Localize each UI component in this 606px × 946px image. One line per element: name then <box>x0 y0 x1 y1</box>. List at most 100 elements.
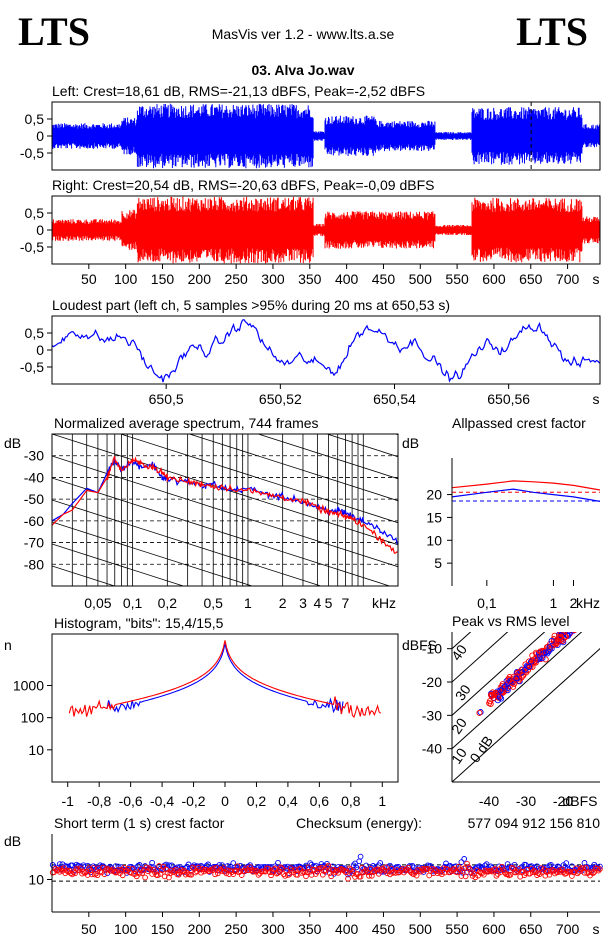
crest-point <box>539 869 546 875</box>
crest-point <box>366 872 372 879</box>
x-tick-label: 0,4 <box>278 793 298 809</box>
crest-point <box>585 869 592 876</box>
scatter-point <box>537 648 544 655</box>
crest-point <box>419 866 426 872</box>
crest-point <box>181 868 188 874</box>
x-tick-label: -0,2 <box>181 793 205 809</box>
crest-point <box>69 862 76 869</box>
slope-line <box>52 676 398 787</box>
scatter-point <box>520 672 527 679</box>
crest-point <box>154 872 161 879</box>
y-tick-label: 10 <box>28 742 44 758</box>
x-tick-label: 0 <box>221 793 229 809</box>
crest-point <box>62 870 69 877</box>
crest-point <box>531 867 538 874</box>
x-tick-label: 150 <box>151 271 175 287</box>
crest-point <box>324 864 330 871</box>
crest-point <box>346 865 353 872</box>
crest-point <box>468 869 475 876</box>
crest-point <box>417 868 424 875</box>
y-tick-label: 100 <box>21 710 45 726</box>
x-tick-label: 0,1 <box>477 595 497 611</box>
panel-title: Left: Crest=18,61 dB, RMS=-21,13 dBFS, P… <box>52 83 425 99</box>
y-tick-label: 10 <box>426 532 442 548</box>
x-tick-label: 250 <box>224 921 248 937</box>
x-tick-label: 400 <box>335 921 359 937</box>
histogram-panel: Histogram, "bits": 15,4/15,5n100010010-1… <box>4 615 399 809</box>
crest-point <box>413 872 420 879</box>
crest-point <box>581 869 588 876</box>
crest-point <box>416 867 423 874</box>
crest-point <box>472 874 479 881</box>
crest-point <box>546 871 553 878</box>
crest-point <box>368 872 375 879</box>
waveform-waveform_left: Left: Crest=18,61 dB, RMS=-21,13 dBFS, P… <box>20 83 601 171</box>
panel-title: Normalized average spectrum, 744 frames <box>54 415 319 431</box>
scatter-point <box>570 632 575 633</box>
crest-point <box>422 865 428 872</box>
scatter-point <box>551 632 558 639</box>
x-tick-label: 3 <box>299 595 307 611</box>
y-tick-label: 0,5 <box>25 111 45 127</box>
crest-point <box>447 869 454 876</box>
crest-point <box>138 866 144 872</box>
crest-point <box>298 870 305 876</box>
crest-point <box>357 873 364 880</box>
crest-point <box>223 870 230 877</box>
crest-point <box>135 862 141 869</box>
slope-line <box>52 565 116 586</box>
y-tick-label: -50 <box>24 491 44 507</box>
crest-point <box>485 868 491 875</box>
crest-line <box>452 632 583 750</box>
crest-point <box>89 871 95 878</box>
slope-line <box>52 521 254 586</box>
crest-point <box>438 871 445 878</box>
plot-frame <box>51 633 399 783</box>
crest-point <box>156 863 162 869</box>
x-tick-label: -30 <box>516 793 536 809</box>
crest-point <box>367 865 374 872</box>
crest-point <box>492 866 498 872</box>
file-name: 03. Alva Jo.wav <box>251 62 355 78</box>
crest-point <box>94 872 101 879</box>
crest-point <box>499 864 505 870</box>
y-tick-label: -70 <box>24 535 44 551</box>
app-title: MasVis ver 1.2 - www.lts.a.se <box>211 26 395 42</box>
x-tick-label: 0,05 <box>84 595 111 611</box>
crest-point <box>119 872 126 879</box>
x-tick-label: 650,54 <box>373 391 416 407</box>
scatter-point <box>490 691 497 698</box>
crest-point <box>571 868 578 875</box>
crest-point <box>73 865 80 872</box>
y-tick-label: 0 <box>36 342 44 358</box>
x-tick-label: 50 <box>81 921 97 937</box>
x-tick-label: 550 <box>445 271 469 287</box>
x-tick-label: 1 <box>378 793 386 809</box>
crest-point <box>237 868 244 875</box>
scatter-point <box>577 618 582 623</box>
panel-title: Short term (1 s) crest factor <box>54 815 225 831</box>
crest-point <box>227 863 234 870</box>
y-tick-label: -40 <box>24 469 44 485</box>
x-tick-label: 150 <box>151 921 175 937</box>
x-tick-label: 700 <box>556 921 580 937</box>
crest-point <box>577 866 584 873</box>
y-tick-label: 0 <box>36 222 44 238</box>
crest-point <box>332 869 339 875</box>
crest-point <box>361 868 368 875</box>
crest-point <box>56 868 63 875</box>
crest-point <box>328 873 335 880</box>
crest-line-label: 20 <box>448 715 470 737</box>
x-tick-label: 650 <box>519 921 543 937</box>
crest-point <box>125 865 132 872</box>
crest-line <box>452 632 472 650</box>
spectrum-panel: Normalized average spectrum, 744 frames d… <box>4 415 399 787</box>
y-tick-label: -0,5 <box>20 239 44 255</box>
crest-point <box>282 864 288 870</box>
crest-point <box>304 869 311 876</box>
scatter-point <box>572 624 577 629</box>
crest-point <box>178 867 185 873</box>
waveform-trace <box>51 103 600 169</box>
crest-point <box>549 866 556 873</box>
x-tick-label: 400 <box>335 271 359 287</box>
